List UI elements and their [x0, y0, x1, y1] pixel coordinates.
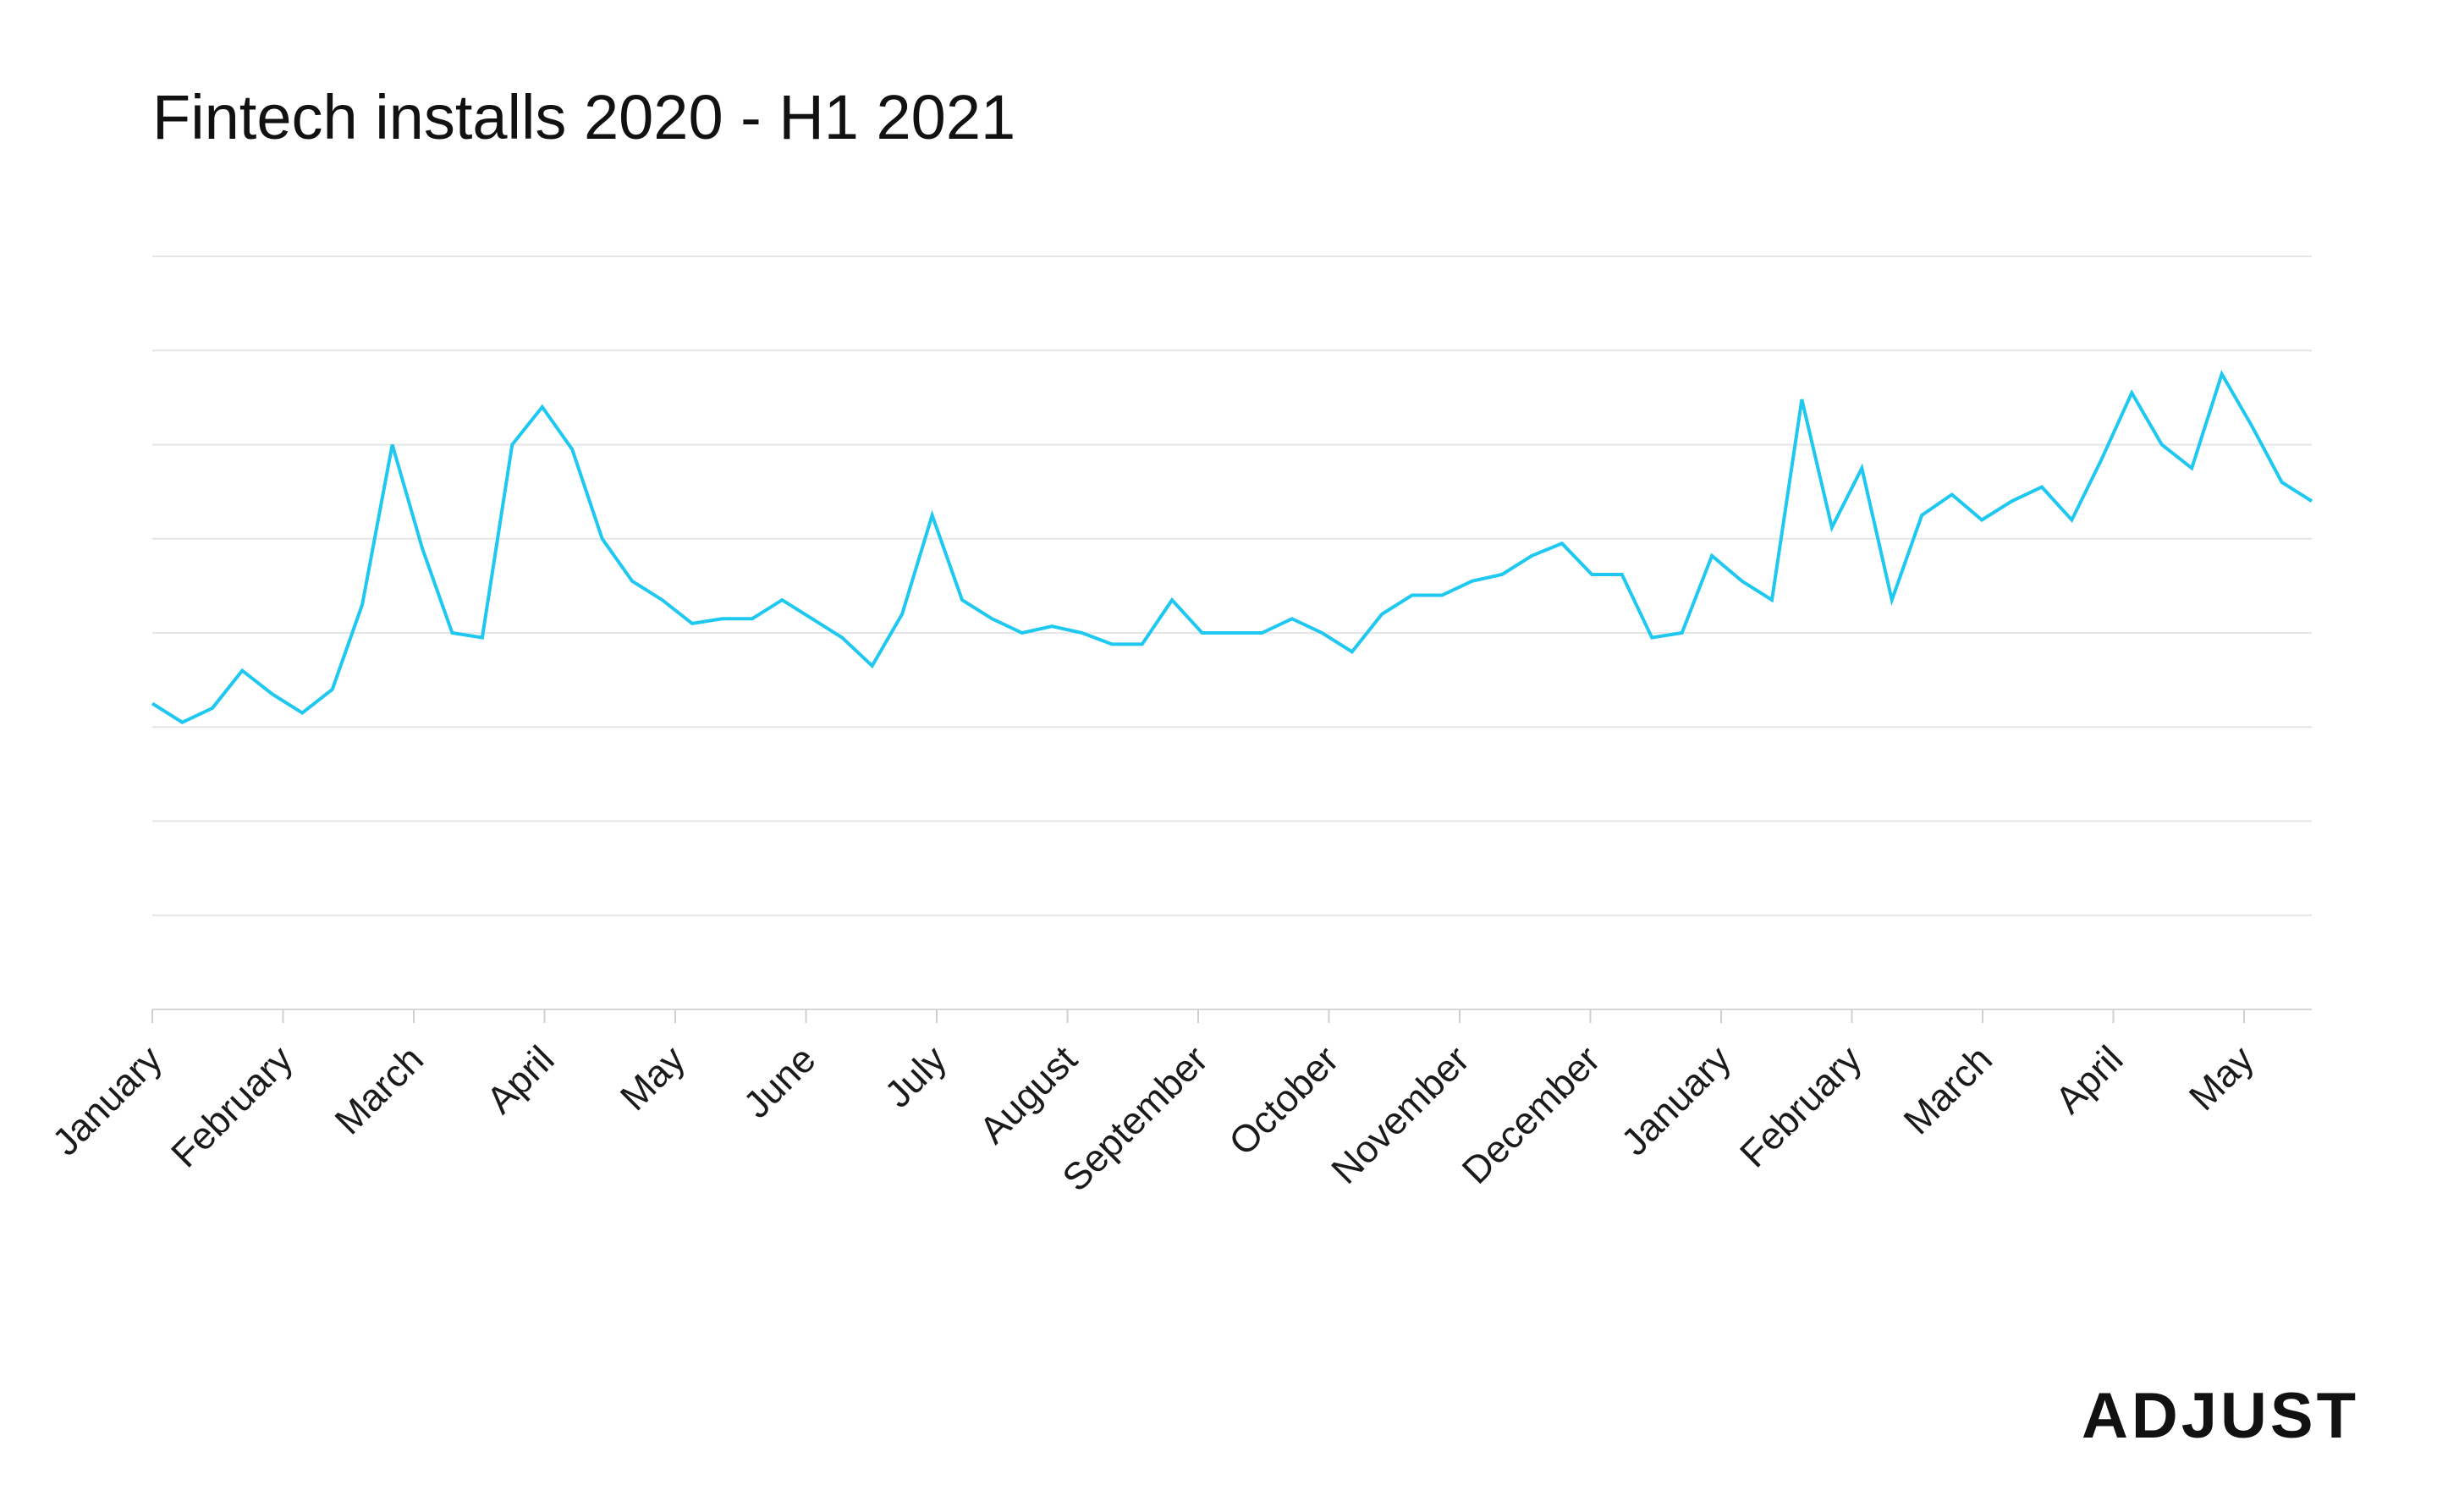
- series-group: [151, 370, 2313, 724]
- x-tick-label: January: [44, 1037, 171, 1164]
- gridlines: [152, 256, 2312, 916]
- x-tick-label: April: [2047, 1037, 2132, 1122]
- x-tick-label: December: [1454, 1037, 1609, 1192]
- series-line: [151, 370, 2313, 724]
- chart-title: Fintech installs 2020 - H1 2021: [152, 82, 1016, 152]
- x-tick-label: January: [1613, 1037, 1740, 1164]
- x-tick-label: April: [478, 1037, 563, 1122]
- x-tick-label: July: [876, 1037, 954, 1116]
- x-tick-label: June: [734, 1037, 823, 1126]
- x-tick-label: May: [2181, 1037, 2263, 1119]
- x-tick-label: February: [1731, 1037, 1870, 1176]
- x-tick-label: March: [327, 1037, 432, 1142]
- x-tick-label: August: [971, 1037, 1085, 1152]
- x-tick-label: October: [1220, 1037, 1346, 1163]
- x-tick-label: March: [1895, 1037, 2000, 1142]
- x-tick-label: November: [1323, 1037, 1477, 1192]
- logo-text: ADJUST: [2081, 1380, 2359, 1452]
- x-tick-label: February: [162, 1037, 301, 1176]
- x-axis-ticks: [151, 1009, 2245, 1023]
- adjust-logo: ADJUST: [2082, 1379, 2359, 1453]
- x-tick-label: May: [612, 1037, 694, 1119]
